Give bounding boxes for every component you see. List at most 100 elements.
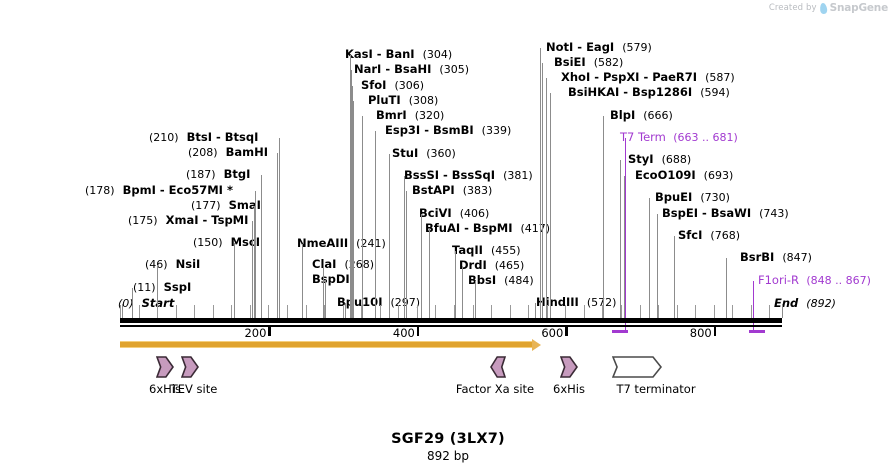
enzyme-label-bpmi_eco57mi[interactable]: (178) BpmI - Eco57MI * bbox=[85, 184, 233, 197]
enzyme-label-end[interactable]: End (892) bbox=[774, 297, 836, 310]
enzyme-name: Bpu10I bbox=[337, 295, 383, 309]
enzyme-name: BamHI bbox=[225, 145, 269, 159]
enzyme-name: SspI bbox=[163, 280, 192, 294]
feature-caption-6xhis-2: 6xHis bbox=[553, 382, 585, 396]
enzyme-label-styi[interactable]: StyI (688) bbox=[628, 153, 691, 166]
purple-segment-t7-term-seg[interactable] bbox=[612, 330, 629, 333]
enzyme-position: (455) bbox=[490, 244, 521, 257]
enzyme-label-smai[interactable]: (177) SmaI bbox=[191, 199, 261, 212]
feature-arrow-tev-site[interactable] bbox=[180, 356, 199, 382]
enzyme-name: BpmI - Eco57MI * bbox=[122, 183, 233, 197]
enzyme-name: SfoI bbox=[361, 78, 387, 92]
leader-line-msci bbox=[234, 243, 235, 318]
enzyme-name: BsiEI bbox=[554, 55, 586, 69]
enzyme-label-btgi[interactable]: (187) BtgI bbox=[186, 168, 250, 181]
enzyme-label-esp3i_bsmbi[interactable]: Esp3I - BsmBI (339) bbox=[385, 124, 511, 137]
ruler-minor-tick bbox=[398, 305, 400, 318]
axis-label-200: 200 bbox=[244, 326, 267, 340]
watermark-prefix: Created by bbox=[768, 3, 817, 13]
enzyme-label-drdi[interactable]: DrdI (465) bbox=[459, 259, 524, 272]
enzyme-label-nmeaiii[interactable]: NmeAIII (241) bbox=[297, 237, 386, 250]
enzyme-name: StuI bbox=[392, 146, 419, 160]
ruler-minor-tick bbox=[528, 305, 530, 318]
enzyme-label-taqii[interactable]: TaqII (455) bbox=[452, 244, 521, 257]
enzyme-label-pluti[interactable]: PluTI (308) bbox=[368, 94, 438, 107]
enzyme-label-bfuai_bspmi[interactable]: BfuAI - BspMI (417) bbox=[425, 222, 550, 235]
enzyme-name: NmeAIII bbox=[297, 236, 349, 250]
purple-segment-f1ori-r-seg[interactable] bbox=[749, 330, 766, 333]
orange-cds-bar[interactable] bbox=[120, 341, 532, 348]
enzyme-position: (320) bbox=[414, 109, 445, 122]
enzyme-label-hindiii[interactable]: HindIII (572) bbox=[536, 296, 616, 309]
enzyme-label-stui[interactable]: StuI (360) bbox=[392, 147, 456, 160]
enzyme-position: (46) bbox=[145, 258, 168, 271]
feature-arrow-t7-terminator[interactable] bbox=[611, 356, 663, 382]
ruler-minor-tick bbox=[231, 305, 233, 318]
enzyme-label-noti_eagi[interactable]: NotI - EagI (579) bbox=[546, 41, 652, 54]
leader-line-drdi bbox=[462, 266, 463, 318]
enzyme-name: BfuAI - BspMI bbox=[425, 221, 513, 235]
enzyme-name: SfcI bbox=[678, 228, 703, 242]
ruler-minor-tick bbox=[695, 305, 697, 318]
leader-line-bpuei bbox=[649, 198, 650, 318]
enzyme-label-bstapi[interactable]: BstAPI (383) bbox=[412, 184, 492, 197]
enzyme-position: (305) bbox=[439, 63, 469, 76]
enzyme-name: SmaI bbox=[228, 198, 261, 212]
enzyme-label-bsihkai[interactable]: BsiHKAI - Bsp1286I (594) bbox=[568, 86, 730, 99]
enzyme-label-bspei_bsawi[interactable]: BspEI - BsaWI (743) bbox=[662, 207, 789, 220]
snapgene-watermark: Created by SnapGene bbox=[769, 2, 888, 14]
feature-label-f1ori-r[interactable]: F1ori-R (848 .. 867) bbox=[758, 274, 871, 287]
enzyme-label-xhoi_pspxi[interactable]: XhoI - PspXI - PaeR7I (587) bbox=[561, 71, 735, 84]
enzyme-label-sfoi[interactable]: SfoI (306) bbox=[361, 79, 424, 92]
enzyme-label-bpu10i[interactable]: Bpu10I (297) bbox=[337, 296, 420, 309]
enzyme-name: BspDI bbox=[312, 272, 350, 286]
leader-line-xhoi_pspxi bbox=[546, 78, 547, 318]
enzyme-label-bsssi_bsssqi[interactable]: BssSI - BssSqI (381) bbox=[404, 169, 533, 182]
enzyme-label-msci[interactable]: (150) MscI bbox=[193, 236, 260, 249]
enzyme-label-kasi_bani[interactable]: KasI - BanI (304) bbox=[345, 48, 452, 61]
leader-line-kasi_bani bbox=[350, 55, 351, 318]
ruler-minor-tick bbox=[305, 305, 307, 318]
enzyme-position: (297) bbox=[390, 296, 420, 309]
enzyme-label-bbsi[interactable]: BbsI (484) bbox=[468, 274, 534, 287]
enzyme-name: BsrBI bbox=[740, 250, 775, 264]
enzyme-position: (360) bbox=[426, 147, 456, 160]
enzyme-label-nsii[interactable]: (46) NsiI bbox=[145, 258, 200, 271]
enzyme-label-xmai_tspmi[interactable]: (175) XmaI - TspMI bbox=[128, 214, 248, 227]
enzyme-label-ecoo109i[interactable]: EcoO109I (693) bbox=[635, 169, 733, 182]
enzyme-label-clai[interactable]: ClaI (268) bbox=[312, 258, 374, 271]
enzyme-label-sfci[interactable]: SfcI (768) bbox=[678, 229, 740, 242]
leader-line-sspi bbox=[132, 288, 133, 318]
ruler-minor-tick bbox=[194, 305, 196, 318]
enzyme-label-blpi[interactable]: BlpI (666) bbox=[610, 109, 673, 122]
enzyme-label-bsrbi[interactable]: BsrBI (847) bbox=[740, 251, 812, 264]
feature-arrow-6xhis-1[interactable] bbox=[155, 356, 174, 382]
enzyme-name: EcoO109I bbox=[635, 168, 696, 182]
leader-line-hindiii bbox=[535, 303, 536, 318]
enzyme-label-btsi_btsqi[interactable]: (210) BtsI - BtsqI bbox=[149, 131, 258, 144]
enzyme-label-bspdi[interactable]: BspDI bbox=[312, 273, 350, 285]
minor-tick-row bbox=[0, 0, 896, 318]
ruler-minor-tick bbox=[713, 305, 715, 318]
enzyme-label-bcivi[interactable]: BciVI (406) bbox=[419, 207, 489, 220]
leader-line-t7-term bbox=[625, 138, 627, 331]
enzyme-label-bsiei[interactable]: BsiEI (582) bbox=[554, 56, 623, 69]
enzyme-label-sspi[interactable]: (11) SspI bbox=[133, 281, 191, 294]
enzyme-name: PluTI bbox=[368, 93, 401, 107]
enzyme-label-bamhi[interactable]: (208) BamHI bbox=[188, 146, 268, 159]
enzyme-position: (187) bbox=[186, 168, 216, 181]
enzyme-label-nari_bsahi[interactable]: NarI - BsaHI (305) bbox=[354, 63, 469, 76]
leader-line-btsi_btsqi bbox=[279, 138, 280, 318]
ruler-minor-tick bbox=[658, 305, 660, 318]
ruler-minor-tick bbox=[676, 305, 678, 318]
enzyme-label-start[interactable]: (0) Start bbox=[118, 297, 174, 310]
enzyme-label-bpuei[interactable]: BpuEI (730) bbox=[655, 191, 730, 204]
leader-line-bbsi bbox=[475, 281, 476, 318]
feature-label-t7-term[interactable]: T7 Term (663 .. 681) bbox=[620, 131, 738, 144]
leader-line-end bbox=[782, 304, 783, 318]
enzyme-label-bmri[interactable]: BmrI (320) bbox=[376, 109, 444, 122]
feature-arrow-factor-xa-site[interactable] bbox=[490, 356, 507, 382]
enzyme-name: BsiHKAI - Bsp1286I bbox=[568, 85, 693, 99]
enzyme-position: (406) bbox=[459, 207, 490, 220]
feature-arrow-6xhis-2[interactable] bbox=[559, 356, 578, 382]
